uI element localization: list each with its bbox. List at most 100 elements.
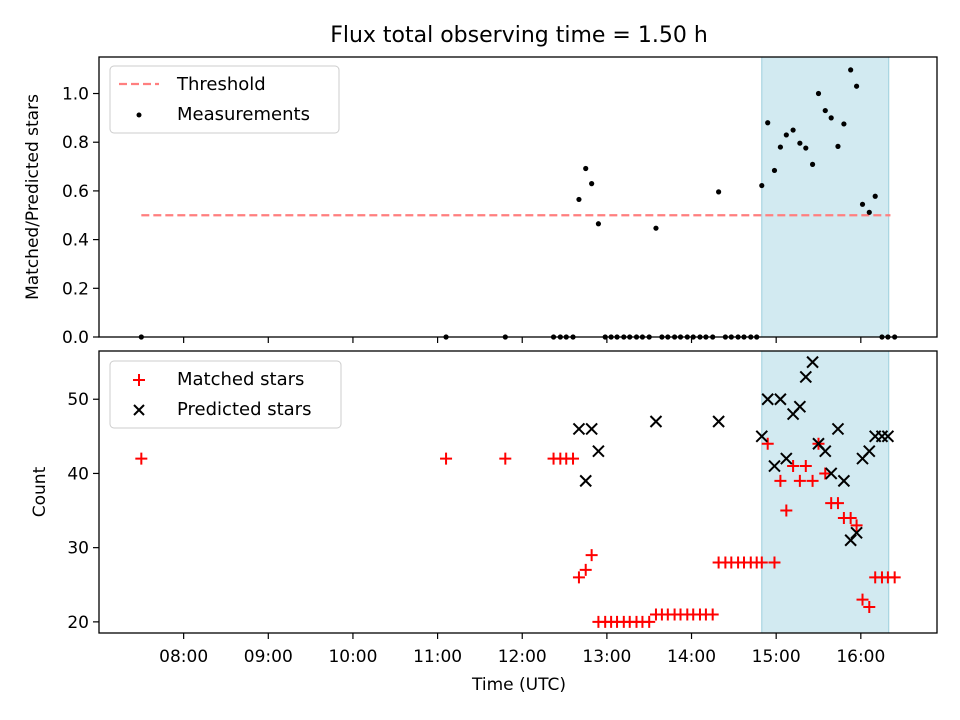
top-y-tick-label: 0.8 xyxy=(62,133,89,153)
matched-stars-point xyxy=(793,474,806,487)
predicted-stars-point xyxy=(806,355,819,369)
measurements-point xyxy=(653,225,659,231)
matched-stars-point xyxy=(819,467,832,480)
matched-stars-point xyxy=(774,474,787,487)
predicted-stars-point xyxy=(579,474,592,488)
measurements-point xyxy=(803,145,809,151)
x-tick-label: 10:00 xyxy=(328,647,377,667)
bottom-axes-frame xyxy=(98,350,938,634)
chart-title: Flux total observing time = 1.50 h xyxy=(330,23,708,48)
matched-stars-point xyxy=(761,437,774,450)
x-tick-label: 13:00 xyxy=(582,647,631,667)
measurements-point xyxy=(853,83,860,89)
measurements-point xyxy=(872,193,878,199)
predicted-stars-point xyxy=(780,452,793,465)
x-tick-label: 14:00 xyxy=(667,647,716,667)
measurements-point xyxy=(790,127,796,133)
measurements-point xyxy=(589,181,595,187)
measurements-point xyxy=(859,201,866,207)
measurements-point xyxy=(815,90,822,97)
matched-stars-point xyxy=(831,497,844,510)
predicted-stars-point xyxy=(761,393,774,406)
measurements-point xyxy=(828,115,834,121)
x-tick-label: 12:00 xyxy=(498,647,547,667)
bottom-panel: 20 30 40 50 08:00 09:00 10:00 11:00 12:00 13:00 1… xyxy=(30,350,938,695)
bottom-y-axis-label: Count xyxy=(30,466,50,517)
legend-measurements-label: Measurements xyxy=(177,104,310,125)
predicted-stars-point xyxy=(881,430,895,443)
x-tick-label: 11:00 xyxy=(413,647,462,667)
measurements-point xyxy=(583,165,589,172)
measurements-point xyxy=(866,209,872,215)
predicted-stars-point xyxy=(799,370,813,384)
measurements-point xyxy=(835,143,841,149)
legend-matched-marker xyxy=(133,374,145,386)
matched-stars-point xyxy=(863,601,876,614)
matched-stars-point xyxy=(135,452,148,465)
measurements-point xyxy=(809,161,816,167)
matched-stars-point xyxy=(579,563,592,576)
matched-stars-point xyxy=(799,460,812,473)
predicted-stars-point xyxy=(844,534,857,547)
matched-stars-point xyxy=(768,556,781,569)
predicted-stars-point xyxy=(592,444,605,458)
top-y-tick-label: 0.2 xyxy=(62,279,89,299)
top-legend: Threshold Measurements xyxy=(109,65,340,134)
legend-predicted-label: Predicted stars xyxy=(177,399,311,420)
x-tick-label: 16:00 xyxy=(836,647,885,667)
matched-stars-point xyxy=(888,571,901,584)
matched-stars-point xyxy=(643,615,656,628)
predicted-stars-point xyxy=(850,526,863,540)
legend-predicted-marker xyxy=(133,404,145,416)
top-y-tick-label: 1.0 xyxy=(62,85,89,105)
predicted-stars-point xyxy=(863,444,876,458)
predicted-stars-point xyxy=(837,474,851,488)
matched-stars-point xyxy=(499,452,512,465)
top-legend-box xyxy=(109,65,340,134)
predicted-stars-point xyxy=(572,422,586,436)
matched-stars-point xyxy=(850,519,863,532)
matched-stars-point xyxy=(572,571,585,584)
top-y-tick-label: 0.0 xyxy=(62,328,89,348)
legend-threshold-label: Threshold xyxy=(176,74,266,95)
measurements-point xyxy=(841,121,847,127)
predicted-stars-point xyxy=(768,459,781,473)
matched-stars-point xyxy=(567,452,580,465)
matched-stars-point xyxy=(440,452,453,465)
legend-matched-label: Matched stars xyxy=(177,369,304,390)
bottom-highlight-span xyxy=(761,350,890,634)
top-y-axis-label: Matched/Predicted stars xyxy=(23,94,43,300)
top-highlight-span xyxy=(761,56,890,338)
x-axis-label: Time (UTC) xyxy=(471,675,566,695)
matched-stars-point xyxy=(787,460,800,473)
measurements-point xyxy=(576,196,582,203)
measurements-point xyxy=(797,140,803,146)
predicted-stars-point xyxy=(755,430,768,443)
legend-measurements-marker xyxy=(136,112,142,118)
measurements-point xyxy=(595,221,602,227)
bottom-y-tick-label: 20 xyxy=(67,613,89,633)
top-y-tick-label: 0.6 xyxy=(62,182,89,202)
matched-stars-point xyxy=(856,593,869,606)
measurements-point xyxy=(765,120,771,126)
measurements-point xyxy=(777,144,784,150)
x-tick-label: 09:00 xyxy=(244,647,293,667)
bottom-y-tick-label: 30 xyxy=(67,539,89,559)
measurements-point xyxy=(783,132,789,138)
measurements-point xyxy=(759,182,765,189)
predicted-stars-point xyxy=(824,467,838,480)
measurements-point xyxy=(771,167,778,174)
matched-stars-point xyxy=(585,549,598,562)
x-tick-label: 08:00 xyxy=(159,647,208,667)
x-tick-label: 15:00 xyxy=(752,647,801,667)
matched-stars-point xyxy=(780,504,793,517)
predicted-stars-point xyxy=(712,415,725,428)
top-axes-frame xyxy=(98,56,938,338)
matched-stars-point xyxy=(755,556,768,569)
bottom-y-tick-label: 40 xyxy=(67,464,89,484)
measurements-point xyxy=(848,67,854,73)
top-y-tick-label: 0.4 xyxy=(62,231,89,251)
matched-stars-point xyxy=(706,608,719,621)
matched-stars-point xyxy=(844,511,857,524)
